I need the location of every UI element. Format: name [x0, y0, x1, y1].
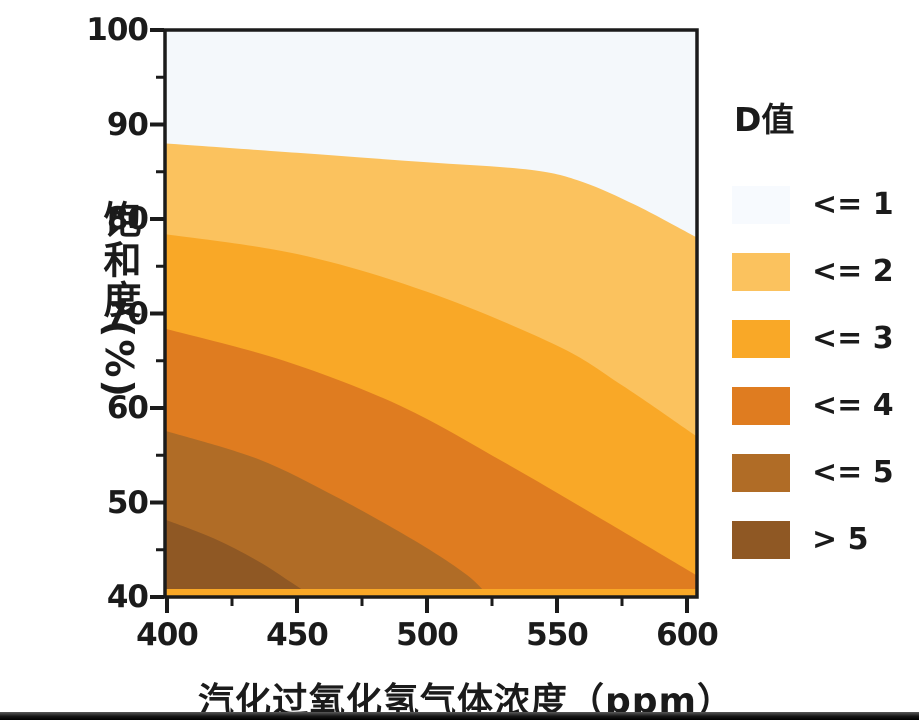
legend-item-label: <= 1: [812, 187, 894, 222]
letterbox-bar: [0, 712, 919, 720]
legend-swatch: [732, 253, 790, 291]
legend-item-label: > 5: [812, 522, 869, 557]
y-tick-label: 60: [106, 390, 149, 426]
legend-item: <= 5: [732, 454, 917, 492]
legend-item-label: <= 3: [812, 321, 894, 356]
legend-swatch: [732, 387, 790, 425]
axis-ticks: [150, 28, 689, 613]
y-tick-label: 90: [106, 106, 149, 143]
x-tick-label: 400: [136, 617, 199, 653]
legend-item-label: <= 5: [812, 455, 894, 490]
y-tick-label: 80: [106, 201, 149, 237]
legend-items: <= 1 <= 2 <= 3 <= 4 <= 5 > 5: [732, 186, 917, 559]
y-tick-label: 70: [106, 295, 149, 332]
plot-border: [163, 28, 699, 599]
contour-bands: [165, 30, 697, 597]
x-tick-label: 600: [656, 617, 719, 653]
baseline-strip: [165, 589, 697, 597]
legend-title: D值: [734, 100, 795, 139]
y-tick-label: 50: [106, 484, 149, 521]
x-tick-label: 450: [266, 617, 329, 653]
x-tick-label: 500: [396, 617, 459, 653]
legend-item: <= 3: [732, 320, 917, 358]
legend: D值 <= 1 <= 2 <= 3 <= 4 <= 5 > 5: [732, 100, 917, 588]
legend-item: <= 4: [732, 387, 917, 425]
legend-swatch: [732, 521, 790, 559]
x-tick-label: 550: [526, 617, 589, 653]
legend-item-label: <= 4: [812, 388, 894, 423]
legend-swatch: [732, 320, 790, 358]
legend-swatch: [732, 454, 790, 492]
y-tick-label: 40: [106, 579, 149, 615]
band-d6: [165, 519, 313, 597]
legend-swatch: [732, 186, 790, 224]
legend-item: <= 2: [732, 253, 917, 291]
y-axis-title: 饱和度(%): [97, 200, 141, 399]
legend-item: > 5: [732, 521, 917, 559]
legend-item: <= 1: [732, 186, 917, 224]
y-tick-label: 100: [86, 12, 149, 48]
legend-item-label: <= 2: [812, 254, 894, 289]
